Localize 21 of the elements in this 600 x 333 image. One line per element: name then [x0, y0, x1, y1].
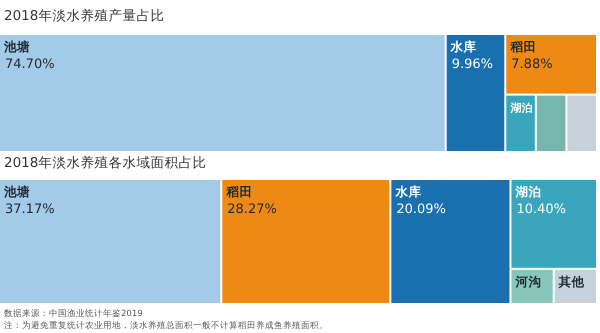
category-label: 其他 — [558, 274, 586, 289]
text: 注：为避免重复统计农业用地，淡水养殖总面积一般不计算稻田养成鱼养殖面积。 — [4, 320, 328, 331]
data-label: 28.27% — [227, 202, 277, 217]
data-label: 37.17% — [5, 202, 55, 217]
category-label: 湖泊 — [514, 184, 542, 199]
source-note: 数据来源：中国渔业统计年鉴2019 — [4, 308, 143, 319]
category-label: 池塘 — [3, 184, 30, 199]
data-label: 9.96% — [452, 57, 494, 72]
text: 2018年淡水养殖产量占比 — [4, 8, 164, 24]
text: 2018年淡水养殖各水域面积占比 — [4, 155, 206, 171]
data-label: 7.88% — [511, 57, 553, 72]
category-label: 稻田 — [509, 39, 536, 54]
category-label: 水库 — [450, 39, 477, 54]
category-label: 水库 — [394, 184, 422, 199]
category-label: 湖泊 — [509, 102, 532, 115]
data-label: 10.40% — [516, 202, 566, 217]
category-label: 河沟 — [514, 274, 542, 289]
category-label: 池塘 — [3, 39, 30, 54]
category-label: 稻田 — [225, 184, 252, 199]
data-label: 20.09% — [396, 202, 446, 217]
data-label: 74.70% — [5, 57, 55, 72]
